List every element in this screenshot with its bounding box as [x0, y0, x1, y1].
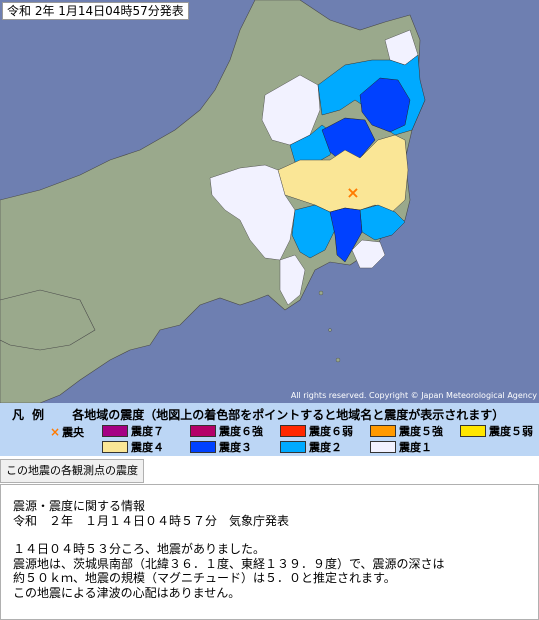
- legend-item-shindo7: 震度７: [102, 425, 164, 439]
- info-line: 震源・震度に関する情報: [13, 499, 146, 513]
- legend-header: 凡例 各地域の震度（地図上の着色部をポイントすると地域名と震度が表示されます）: [12, 406, 504, 423]
- swatch: [460, 425, 486, 437]
- region-shindo1-boso: [351, 239, 386, 269]
- legend-label: 震度２: [309, 441, 342, 454]
- legend-label: 震度６強: [219, 425, 263, 438]
- island: [328, 328, 332, 332]
- legend-item-shindo6minus: 震度６弱: [280, 425, 353, 439]
- legend-item-shindo5plus: 震度５強: [370, 425, 443, 439]
- swatch: [190, 441, 216, 453]
- info-line: 震源地は、茨城県南部（北緯３６．１度、東経１３９．９度）で、震源の深さは: [13, 556, 445, 571]
- island: [318, 290, 324, 296]
- legend-label: 震度１: [399, 441, 432, 454]
- intensity-map[interactable]: × 令和 2年 1月14日04時57分発表 All rights reserve…: [0, 0, 539, 403]
- region-shindo2-chiba: [359, 204, 406, 241]
- region-shindo1-izu: [279, 254, 306, 306]
- map-canvas: ×: [0, 0, 426, 403]
- legend-item-shindo2: 震度２: [280, 441, 342, 455]
- map-copyright: All rights reserved. Copyright © Japan M…: [290, 391, 537, 400]
- legend-item-shindo1: 震度１: [370, 441, 432, 455]
- info-line: １４日０４時５３分ころ、地震がありました。: [13, 542, 266, 556]
- info-line: 令和 ２年 １月１４日０４時５７分 気象庁発表: [13, 513, 290, 528]
- legend-label: 震度３: [219, 441, 252, 454]
- swatch: [370, 441, 396, 453]
- info-spacer: [1, 528, 538, 542]
- legend-label: 震度７: [131, 425, 164, 438]
- observation-points-button[interactable]: この地震の各観測点の震度: [0, 459, 144, 483]
- epicenter-marker: ×: [346, 183, 359, 202]
- swatch: [190, 425, 216, 437]
- swatch: [102, 441, 128, 453]
- info-line: この地震による津波の心配はありません。: [13, 585, 241, 600]
- info-line: 約５０ｋｍ、地震の規模（マグニチュード）は５．０と推定されます。: [13, 571, 396, 585]
- legend-item-shindo6plus: 震度６強: [190, 425, 263, 439]
- island: [335, 357, 341, 363]
- legend-label: 震度５弱: [489, 425, 533, 438]
- legend-label: 震度６弱: [309, 425, 353, 438]
- map-timestamp: 令和 2年 1月14日04時57分発表: [2, 2, 189, 20]
- swatch: [102, 425, 128, 437]
- region-shindo1-west: [209, 164, 296, 261]
- legend-title: 各地域の震度（地図上の着色部をポイントすると地域名と震度が表示されます）: [72, 408, 505, 422]
- shikoku-land: [0, 289, 96, 351]
- legend-hanrei: 凡例: [12, 408, 53, 422]
- swatch: [280, 441, 306, 453]
- region-shindo2-south: [291, 204, 336, 259]
- epicenter-icon: ×: [50, 425, 61, 439]
- region-shindo3-tochigi-north: [359, 77, 411, 133]
- swatch: [280, 425, 306, 437]
- legend-label: 震度５強: [399, 425, 443, 438]
- swatch: [370, 425, 396, 437]
- legend-item-shindo4: 震度４: [102, 441, 164, 455]
- legend-item-shindo3: 震度３: [190, 441, 252, 455]
- legend: 凡例 各地域の震度（地図上の着色部をポイントすると地域名と震度が表示されます） …: [0, 403, 539, 456]
- legend-label: 震度４: [131, 441, 164, 454]
- legend-item-shindo5minus: 震度５弱: [460, 425, 533, 439]
- legend-epicenter-label: 震央: [62, 426, 85, 439]
- region-shindo3-gunma: [321, 117, 376, 161]
- legend-epicenter: × 震央: [50, 425, 84, 439]
- quake-info-box: 震源・震度に関する情報 令和 ２年 １月１４日０４時５７分 気象庁発表 １４日０…: [0, 484, 539, 620]
